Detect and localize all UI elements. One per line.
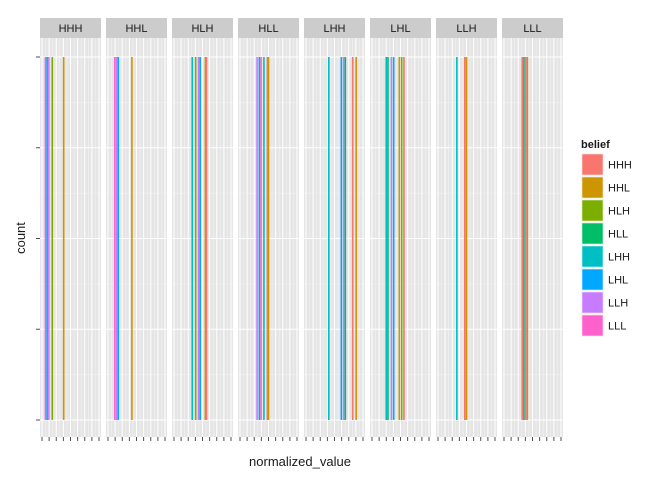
legend-label: LLH [608,298,628,310]
legend-swatch [581,291,604,314]
facet-panel-HLL: HLL [238,18,299,437]
facet-panels: HHH HHL HLH HLL LHH LHL LLH LLL [40,18,563,437]
facet-strip-label: LLH [456,23,476,35]
facet-panel-LHH: LHH [304,18,365,437]
legend-label: HHL [608,183,630,195]
x-axis-title: normalized_value [249,454,351,469]
legend-swatch [581,153,604,176]
facet-strip-label: HLL [258,23,278,35]
facet-strip-HHL [106,18,167,38]
facet-strip-HLL [238,18,299,38]
legend-item-HHH: HHH [581,153,632,176]
legend-label: LHL [608,275,628,287]
legend-item-HLL: HLL [581,222,628,245]
facet-panel-LLL: LLL [502,18,563,437]
legend-swatch [581,268,604,291]
legend-label: LLL [608,321,626,333]
facet-strip-label: LHL [390,23,410,35]
facet-strip-LHL [370,18,431,38]
facet-strip-HHH [40,18,101,38]
legend-item-HHL: HHL [581,176,630,199]
facet-strip-LHH [304,18,365,38]
legend-item-LLH: LLH [581,291,628,314]
facet-panel-LLH: LLH [436,18,497,437]
facet-strip-LLL [502,18,563,38]
facet-strip-label: HHL [125,23,147,35]
legend-swatch [581,176,604,199]
legend-title: belief [581,139,610,151]
legend-label: HLL [608,229,628,241]
legend: belief HHH HHL HLH HLL LHH LHL LLH LLL [581,139,632,337]
legend-item-HLH: HLH [581,199,630,222]
legend-swatch [581,199,604,222]
x-axis [41,437,562,441]
legend-label: LHH [608,252,630,264]
y-axis [36,56,40,421]
facet-panel-HHL: HHL [106,18,167,437]
legend-label: HHH [608,160,632,172]
legend-item-LHH: LHH [581,245,630,268]
legend-label: HLH [608,206,630,218]
y-axis-title: count [13,222,28,254]
facet-strip-LLH [436,18,497,38]
legend-item-LHL: LHL [581,268,628,291]
facet-strip-label: LHH [323,23,345,35]
facet-panel-HHH: HHH [40,18,101,437]
facet-strip-label: LLL [523,23,541,35]
facet-strip-label: HLH [191,23,213,35]
facet-panel-LHL: LHL [370,18,431,437]
facet-strip-label: HHH [59,23,83,35]
legend-swatch [581,245,604,268]
legend-item-LLL: LLL [581,314,626,337]
facet-panel-HLH: HLH [172,18,233,437]
legend-swatch [581,222,604,245]
facet-strip-HLH [172,18,233,38]
legend-swatch [581,314,604,337]
